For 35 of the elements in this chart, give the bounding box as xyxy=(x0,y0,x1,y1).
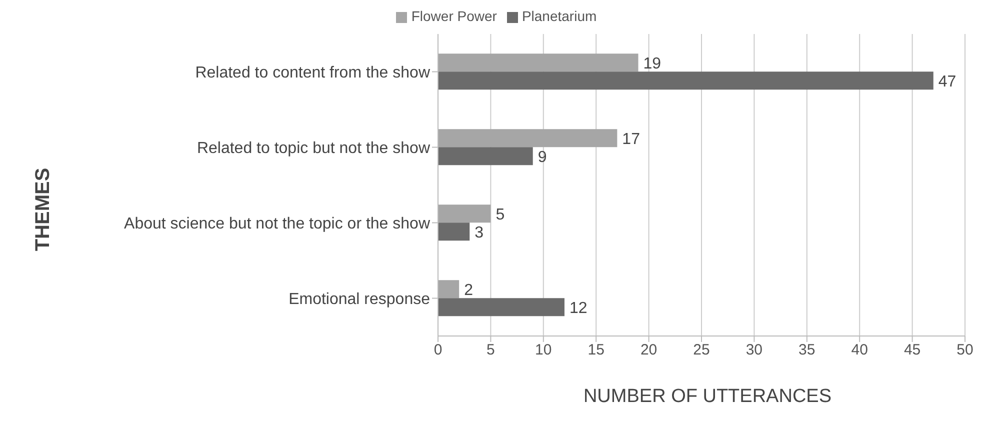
x-tick-label: 10 xyxy=(535,342,552,359)
x-tick-label: 25 xyxy=(693,342,710,359)
x-tick-label: 20 xyxy=(640,342,658,359)
data-label: 17 xyxy=(622,130,640,148)
y-tick-label: Related to topic but not the show xyxy=(196,140,430,157)
data-label: 9 xyxy=(538,148,547,166)
data-label: 3 xyxy=(474,224,484,242)
data-label: 12 xyxy=(569,300,588,317)
y-tick-label: About science but not the topic or the show xyxy=(124,215,430,232)
legend-label: Flower Power xyxy=(411,8,497,24)
data-label: 47 xyxy=(938,73,956,90)
bar xyxy=(438,298,564,316)
bar xyxy=(438,280,460,298)
y-tick-label: Emotional response xyxy=(288,290,430,308)
x-tick-label: 30 xyxy=(746,342,763,359)
data-label: 19 xyxy=(643,55,662,72)
x-tick-label: 40 xyxy=(851,342,868,359)
bar xyxy=(438,147,533,166)
x-tick-label: 45 xyxy=(904,342,921,359)
bar xyxy=(438,222,470,241)
legend-label: Planetarium xyxy=(522,8,597,24)
bar xyxy=(438,204,491,223)
x-tick-label: 5 xyxy=(486,342,495,359)
x-tick-label: 15 xyxy=(588,342,604,359)
bar xyxy=(438,72,934,90)
x-tick-label: 0 xyxy=(434,342,442,359)
bar xyxy=(438,54,638,72)
bar xyxy=(438,129,618,148)
x-axis-title: NUMBER OF UTTERANCES xyxy=(582,386,833,408)
data-label: 2 xyxy=(464,282,474,299)
y-axis-title: THEMES xyxy=(32,168,56,252)
y-tick-label: Related to content from the show xyxy=(195,64,430,82)
x-tick-label: 35 xyxy=(798,342,816,359)
x-tick-label: 50 xyxy=(956,342,974,359)
data-label: 5 xyxy=(496,206,505,224)
